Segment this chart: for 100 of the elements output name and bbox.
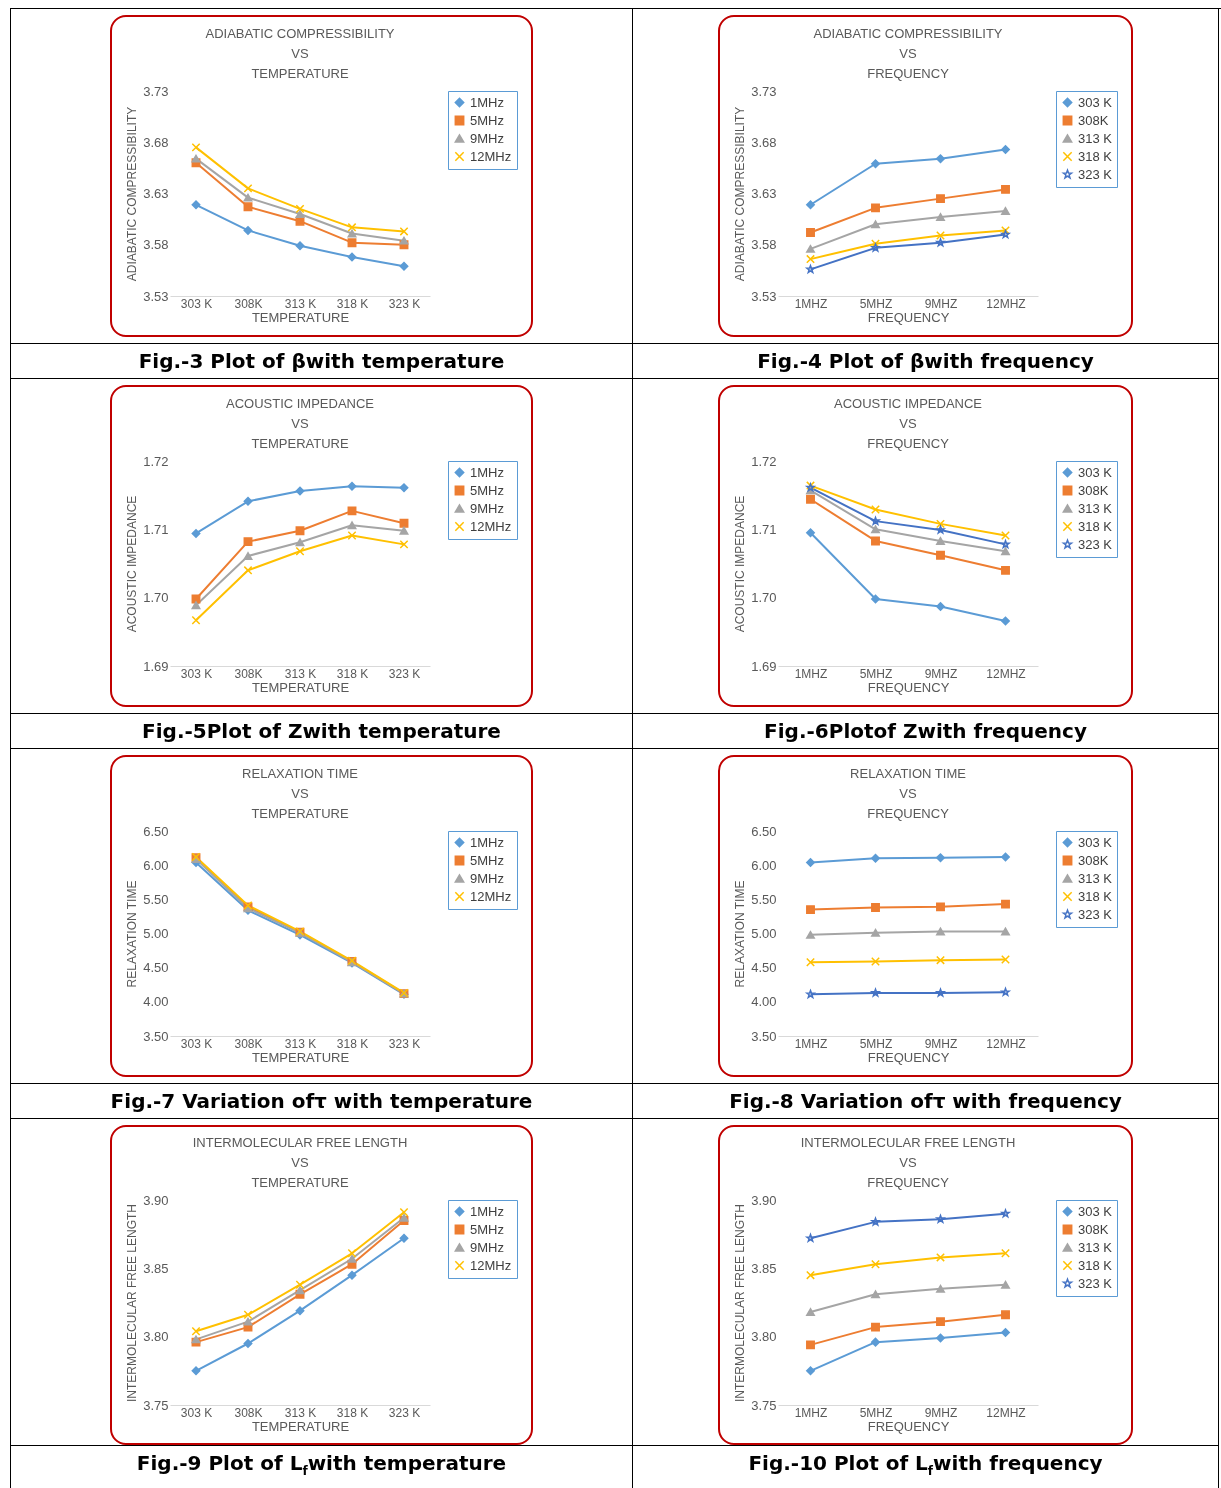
legend-label: 1MHz xyxy=(470,834,504,850)
x-tick-label: 303 K xyxy=(180,1405,213,1420)
x-axis-title: FREQUENCY xyxy=(867,309,950,325)
chart-title: INTERMOLECULAR FREE LENGTH VS FREQUENCY xyxy=(800,1135,1016,1190)
y-tick-label: 6.00 xyxy=(143,857,169,873)
x-axis-title: TEMPERATURE xyxy=(251,1418,350,1434)
y-tick-label: 6.50 xyxy=(751,823,777,839)
legend-label: 12MHz xyxy=(470,518,512,534)
y-tick-label: 3.58 xyxy=(751,237,777,253)
legend-label: 308K xyxy=(1078,112,1109,128)
y-tick-label: 3.75 xyxy=(143,1397,169,1413)
y-tick-label: 5.50 xyxy=(751,891,777,907)
legend-label: 5MHz xyxy=(470,482,504,498)
text: Fig.-5Plot of Zwith temperature xyxy=(11,713,632,748)
y-tick-label: 3.85 xyxy=(751,1260,777,1276)
x-tick-label: 5MHZ xyxy=(859,1036,893,1051)
x-tick-label: 9MHZ xyxy=(924,1036,958,1051)
legend-label: 1MHz xyxy=(470,1203,504,1219)
x-tick-label: 318 K xyxy=(336,666,369,681)
x-tick-label: 308K xyxy=(234,1405,263,1420)
legend-label: 303 K xyxy=(1078,464,1113,480)
text: Fig.-7 Variation ofτ with temperature xyxy=(11,1083,632,1118)
legend-label: 1MHz xyxy=(470,94,504,110)
y-tick-label: 3.63 xyxy=(751,186,777,201)
x-tick-label: 313 K xyxy=(284,666,317,681)
y-tick-label: 5.50 xyxy=(143,891,169,907)
y-tick-label: 6.50 xyxy=(143,823,169,839)
y-tick-label: 1.71 xyxy=(143,521,169,537)
x-tick-label: 1MHZ xyxy=(794,1405,828,1420)
text: Fig.-6Plotof Zwith frequency xyxy=(633,713,1218,748)
x-tick-label: 9MHZ xyxy=(924,1405,958,1420)
x-tick-label: 12MHZ xyxy=(986,1036,1026,1051)
chart-title: ACOUSTIC IMPEDANCE VS FREQUENCY xyxy=(833,396,983,451)
x-tick-label: 323 K xyxy=(388,296,421,311)
legend-label: 5MHz xyxy=(470,1221,504,1237)
y-tick-label: 3.63 xyxy=(143,186,169,201)
x-axis-title: TEMPERATURE xyxy=(251,679,350,695)
x-tick-label: 9MHZ xyxy=(924,296,958,311)
text: Fig.-3 Plot of βwith temperature xyxy=(11,343,632,378)
y-tick-label: 3.85 xyxy=(143,1260,169,1276)
legend-label: 313 K xyxy=(1078,870,1113,886)
legend-label: 303 K xyxy=(1078,1203,1113,1219)
chart-title: INTERMOLECULAR FREE LENGTH VS TEMPERATURE xyxy=(192,1135,408,1190)
y-tick-label: 1.69 xyxy=(751,658,777,674)
text: Fig.-10 Plot of L$_{f}$with frequency xyxy=(633,1445,1218,1488)
y-axis-title: INTERMOLECULAR FREE LENGTH xyxy=(125,1203,140,1403)
legend-label: 9MHz xyxy=(470,870,504,886)
legend-label: 5MHz xyxy=(470,112,504,128)
x-tick-label: 12MHZ xyxy=(986,296,1026,311)
legend-label: 323 K xyxy=(1078,906,1113,922)
y-axis-title: ACOUSTIC IMPEDANCE xyxy=(125,495,140,633)
y-tick-label: 4.00 xyxy=(143,994,169,1010)
legend-label: 318 K xyxy=(1078,888,1113,904)
x-axis-title: FREQUENCY xyxy=(867,1049,950,1065)
legend-label: 308K xyxy=(1078,1221,1109,1237)
y-axis-title: RELAXATION TIME xyxy=(125,880,140,988)
y-tick-label: 3.73 xyxy=(751,83,777,99)
legend-label: 303 K xyxy=(1078,94,1113,110)
y-axis-title: RELAXATION TIME xyxy=(733,880,748,988)
text: Fig.-4 Plot of βwith frequency xyxy=(633,343,1218,378)
y-tick-label: 1.72 xyxy=(751,453,777,469)
x-tick-label: 5MHZ xyxy=(859,1405,893,1420)
x-tick-label: 303 K xyxy=(180,666,213,681)
x-tick-label: 313 K xyxy=(284,1405,317,1420)
y-tick-label: 3.68 xyxy=(143,134,169,150)
legend-label: 303 K xyxy=(1078,834,1113,850)
x-tick-label: 5MHZ xyxy=(859,296,893,311)
y-tick-label: 3.80 xyxy=(751,1329,777,1345)
legend-label: 9MHz xyxy=(470,130,504,146)
legend-label: 318 K xyxy=(1078,518,1113,534)
chart-title: RELAXATION TIME VS TEMPERATURE xyxy=(242,766,359,821)
legend-label: 313 K xyxy=(1078,1239,1113,1255)
y-tick-label: 1.69 xyxy=(143,658,169,674)
y-tick-label: 3.75 xyxy=(751,1397,777,1413)
x-axis-title: FREQUENCY xyxy=(867,679,950,695)
y-tick-label: 1.70 xyxy=(751,590,777,606)
x-tick-label: 323 K xyxy=(388,1405,421,1420)
chart-title: ADIABATIC COMPRESSIBILITY VS FREQUENCY xyxy=(813,26,1003,81)
legend-label: 9MHz xyxy=(470,500,504,516)
y-tick-label: 4.50 xyxy=(143,960,169,976)
y-tick-label: 5.00 xyxy=(143,926,169,941)
x-tick-label: 1MHZ xyxy=(794,1036,828,1051)
x-tick-label: 9MHZ xyxy=(924,666,958,681)
legend-label: 12MHz xyxy=(470,888,512,904)
y-axis-title: ADIABATIC COMPRESSIBILITY xyxy=(125,106,140,282)
y-tick-label: 3.90 xyxy=(751,1192,777,1208)
x-tick-label: 318 K xyxy=(336,1036,369,1051)
y-tick-label: 3.68 xyxy=(751,134,777,150)
y-axis-title: ADIABATIC COMPRESSIBILITY xyxy=(733,106,748,282)
legend-label: 323 K xyxy=(1078,1275,1113,1291)
y-axis-title: INTERMOLECULAR FREE LENGTH xyxy=(733,1203,748,1403)
text: Fig.-9 Plot of L$_{f}$with temperature xyxy=(11,1445,632,1488)
y-tick-label: 1.72 xyxy=(143,453,169,469)
chart-title: RELAXATION TIME VS FREQUENCY xyxy=(850,766,967,821)
x-tick-label: 323 K xyxy=(388,1036,421,1051)
y-tick-label: 1.71 xyxy=(751,521,777,537)
y-tick-label: 3.90 xyxy=(143,1192,169,1208)
y-tick-label: 3.53 xyxy=(143,288,169,304)
y-tick-label: 3.80 xyxy=(143,1329,169,1345)
y-tick-label: 3.73 xyxy=(143,83,169,99)
